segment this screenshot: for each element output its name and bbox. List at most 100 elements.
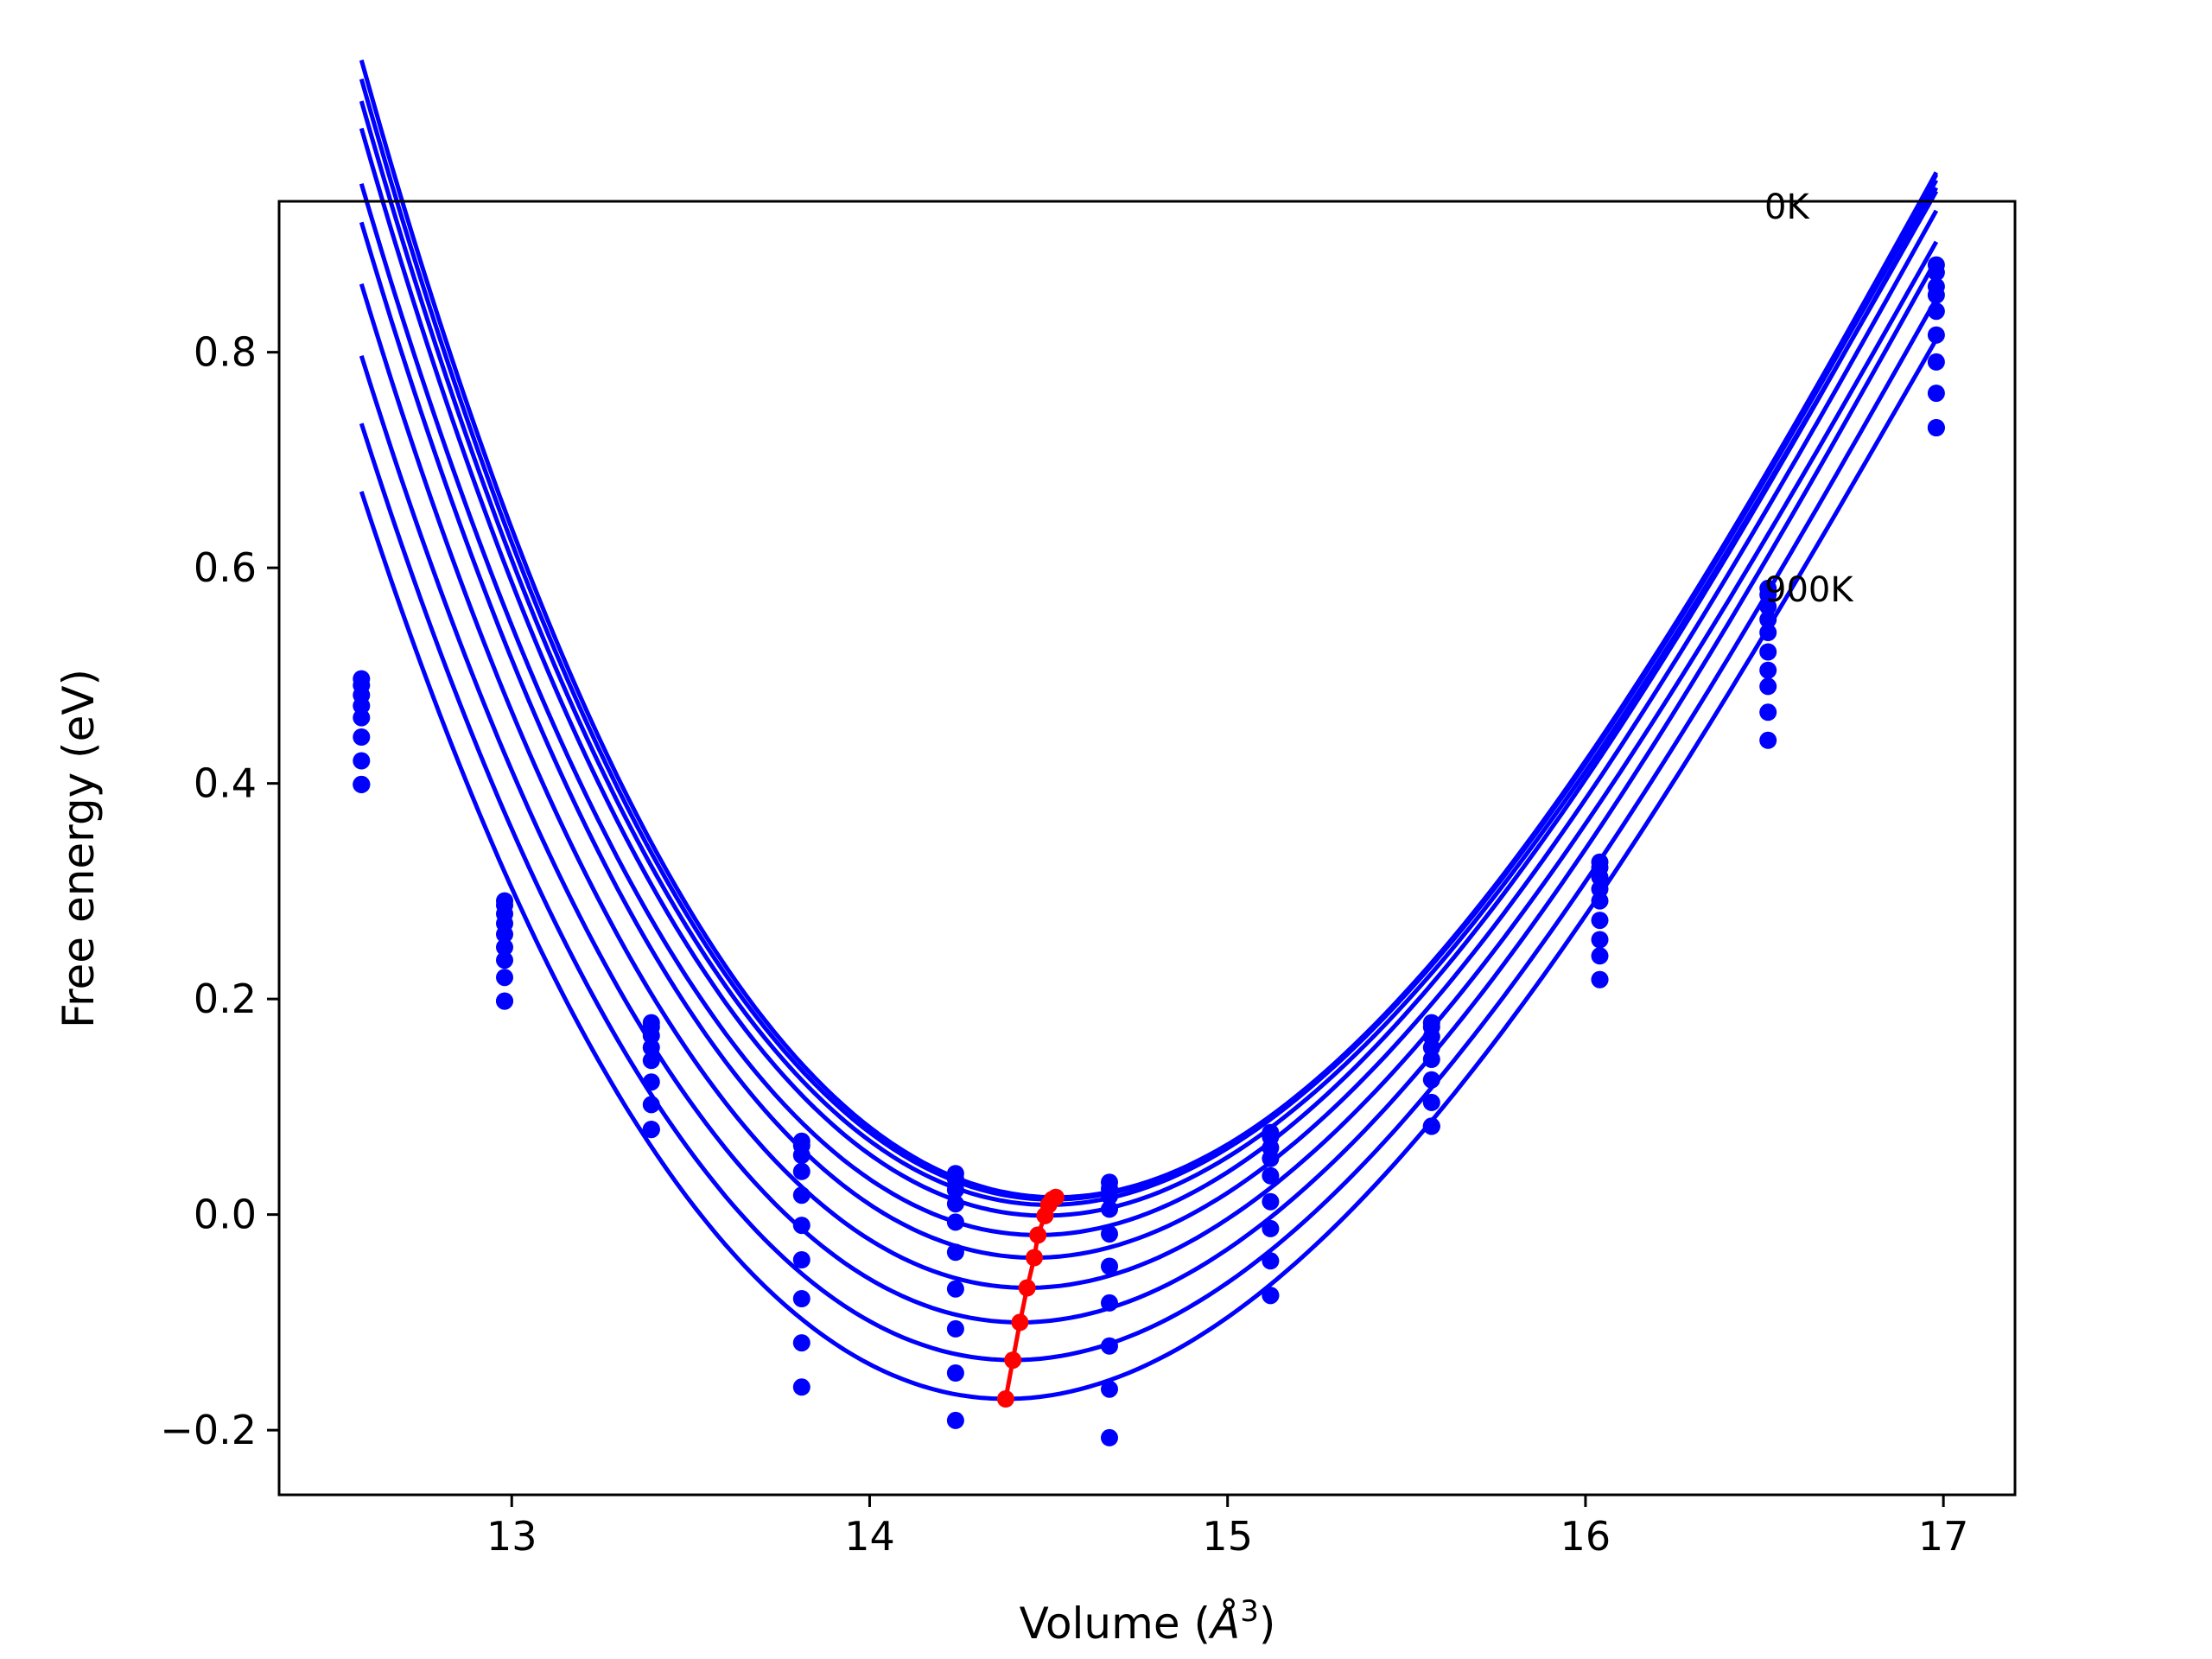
x-tick-label-13: 13	[486, 1513, 537, 1560]
fit-curve-900K	[359, 338, 1939, 1402]
data-point-600K-9	[1759, 661, 1777, 679]
data-point-500K-0	[353, 728, 371, 746]
data-point-900K-3	[792, 1378, 810, 1396]
data-point-500K-2	[642, 1073, 660, 1091]
plot-frame	[277, 200, 2017, 1497]
annotation-900K: 900K	[1764, 570, 1854, 610]
data-point-400K-4	[946, 1213, 964, 1231]
data-point-600K-2	[642, 1096, 660, 1114]
minimum-point-8	[1004, 1351, 1022, 1370]
data-point-400K-6	[1262, 1166, 1280, 1185]
x-tick-label-14: 14	[844, 1513, 895, 1560]
fit-curve-700K	[359, 258, 1939, 1325]
data-point-700K-5	[1101, 1337, 1118, 1355]
fit-curve-300K	[359, 127, 1939, 1218]
data-point-300K-8	[1591, 880, 1609, 898]
data-point-400K-3	[792, 1186, 810, 1205]
minimum-point-5	[1026, 1249, 1043, 1267]
data-point-400K-1	[496, 925, 513, 944]
x-tick-label-17: 17	[1918, 1513, 1969, 1560]
x-tick-label-16: 16	[1560, 1513, 1611, 1560]
data-point-500K-7	[1422, 1071, 1440, 1089]
data-point-200K-8	[1591, 868, 1609, 887]
data-point-300K-10	[1927, 286, 1945, 304]
y-tick-label-5: 0.8	[194, 329, 257, 376]
data-point-400K-9	[1759, 624, 1777, 641]
fit-curve-600K	[359, 240, 1939, 1291]
y-axis-label: Free energy (eV)	[54, 669, 104, 1028]
data-point-400K-10	[1927, 302, 1945, 321]
data-point-600K-0	[353, 752, 371, 770]
fit-curve-400K	[359, 182, 1939, 1237]
data-point-900K-10	[1927, 419, 1945, 436]
data-point-400K-0	[353, 709, 371, 727]
data-point-900K-7	[1422, 1117, 1440, 1135]
data-point-300K-9	[1759, 611, 1777, 628]
data-point-600K-3	[792, 1251, 810, 1268]
data-point-500K-8	[1591, 912, 1609, 930]
minimum-point-7	[1011, 1313, 1029, 1332]
fit-curve-500K	[359, 209, 1939, 1260]
data-point-800K-9	[1759, 703, 1777, 721]
plot-area	[279, 201, 2015, 1495]
data-point-500K-4	[946, 1243, 964, 1262]
data-point-800K-5	[1101, 1380, 1118, 1398]
data-point-300K-7	[1422, 1039, 1440, 1057]
y-tick-label-2: 0.2	[194, 976, 257, 1022]
data-point-300K-5	[1101, 1200, 1118, 1218]
data-point-400K-2	[642, 1052, 660, 1070]
data-point-700K-3	[792, 1290, 810, 1307]
data-point-200K-3	[792, 1147, 810, 1164]
data-point-300K-2	[642, 1039, 660, 1057]
data-point-500K-1	[496, 938, 513, 957]
data-point-900K-0	[353, 775, 371, 793]
minima-path	[996, 1188, 1065, 1408]
fit-curve-200K	[359, 100, 1939, 1207]
data-point-900K-5	[1101, 1428, 1118, 1446]
annotation-0K: 0K	[1764, 188, 1810, 227]
data-point-200K-5	[1101, 1187, 1118, 1205]
data-point-100K-9	[1759, 586, 1777, 604]
annotations: 0K 900K	[1764, 188, 1854, 610]
y-tick-label-1: 0.0	[194, 1192, 257, 1238]
y-tick-label-0: −0.2	[160, 1407, 257, 1453]
data-point-600K-10	[1927, 353, 1945, 371]
x-axis: 13 14 15 16 17	[486, 1495, 1968, 1560]
data-point-900K-6	[1262, 1287, 1280, 1305]
data-point-800K-3	[792, 1334, 810, 1352]
data-point-700K-8	[1591, 947, 1609, 965]
data-point-700K-10	[1927, 385, 1945, 403]
data-point-600K-8	[1591, 931, 1609, 949]
data-point-200K-4	[946, 1181, 964, 1198]
data-point-600K-7	[1422, 1093, 1440, 1111]
data-point-100K-10	[1927, 264, 1945, 282]
fit-curve-800K	[359, 297, 1939, 1363]
fit-curves	[359, 59, 1939, 1402]
x-axis-label: Volume (Å3)	[1020, 1594, 1276, 1649]
data-point-300K-6	[1262, 1149, 1280, 1167]
data-point-900K-2	[642, 1121, 660, 1139]
data-point-900K-1	[496, 992, 513, 1010]
data-point-500K-6	[1262, 1192, 1280, 1211]
data-point-700K-4	[946, 1319, 964, 1338]
data-point-300K-3	[792, 1162, 810, 1180]
data-point-500K-5	[1101, 1257, 1118, 1275]
data-point-800K-4	[946, 1364, 964, 1382]
data-point-500K-10	[1927, 326, 1945, 344]
data-point-900K-4	[946, 1411, 964, 1429]
data-point-400K-7	[1422, 1051, 1440, 1068]
y-tick-label-3: 0.4	[194, 760, 257, 807]
data-point-600K-4	[946, 1280, 964, 1298]
data-point-200K-9	[1759, 598, 1777, 616]
x-tick-label-15: 15	[1202, 1513, 1253, 1560]
data-point-600K-6	[1262, 1219, 1280, 1237]
minimum-point-9	[996, 1390, 1014, 1408]
minimum-point-3	[1036, 1206, 1054, 1224]
data-point-400K-5	[1101, 1225, 1118, 1243]
data-point-300K-4	[946, 1195, 964, 1213]
minimum-point-6	[1018, 1279, 1036, 1297]
minimum-point-4	[1029, 1226, 1047, 1244]
data-points	[353, 256, 1945, 1446]
data-point-900K-9	[1759, 731, 1777, 749]
